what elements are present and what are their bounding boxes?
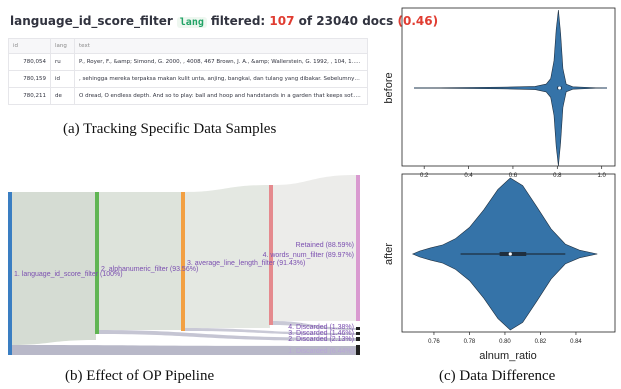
- row-lang: de: [50, 87, 75, 105]
- flow-discard-1: [12, 345, 356, 355]
- after-ylabel: after: [383, 243, 395, 265]
- flow-discard-3: [185, 328, 356, 335]
- node-retained: [356, 175, 360, 321]
- after-xlabel: alnum_ratio: [479, 350, 536, 362]
- node-discard-4: [356, 327, 360, 330]
- caption-c: (c) Data Difference: [439, 368, 556, 384]
- column-header-lang[interactable]: lang: [50, 38, 75, 54]
- column-header-id[interactable]: id: [8, 38, 51, 54]
- flow-3-4: [185, 185, 270, 328]
- node-label-4: 4. words_num_filter (89.97%): [263, 252, 354, 259]
- discard-label-4: 4. Discarded (1.38%): [288, 324, 354, 331]
- after-iqr-box: [499, 252, 527, 256]
- after-x-ticks: 0.76 0.78 0.80 0.82 0.84: [428, 332, 582, 345]
- before-violin-body: [415, 9, 602, 167]
- row-id: 780,159: [8, 70, 51, 88]
- after-median-marker: [508, 252, 512, 256]
- row-id: 780,211: [8, 87, 51, 105]
- node-3: [181, 192, 185, 331]
- table-header-row: id lang text: [8, 38, 368, 54]
- node-discard-3: [356, 332, 360, 335]
- violin-plots: before 0.2 0.4 0.6 0.8 1.0 after 0.76 0.78 0.8…: [383, 7, 616, 362]
- x-tick-label: 0.84: [570, 339, 582, 345]
- node-discard-1: [356, 345, 360, 355]
- before-median-marker: [558, 86, 562, 90]
- table-row[interactable]: 780,159 id , sehingga mereka terpaksa ma…: [8, 70, 368, 88]
- row-lang: id: [50, 70, 75, 88]
- flow-4-retained: [273, 175, 356, 321]
- after-axes-frame: [401, 173, 616, 333]
- caption-b: (b) Effect of OP Pipeline: [65, 368, 215, 384]
- samples-title: language_id_score_filter lang filtered: 10…: [10, 14, 438, 28]
- before-ylabel: before: [383, 72, 395, 103]
- x-tick-label: 0.2: [420, 173, 429, 179]
- row-text: , sehingga mereka terpaksa makan kulit u…: [74, 70, 368, 88]
- node-label-2: 2. alphanumeric_filter (93.56%): [101, 266, 198, 273]
- flow-discard-4: [273, 321, 356, 330]
- discard-label-3: 3. Discarded (1.46%): [288, 330, 354, 337]
- node-4: [269, 185, 273, 325]
- samples-table: id lang text 780,054 ru P., Royer, F., &…: [8, 38, 368, 105]
- flow-1-2: [12, 192, 96, 345]
- node-label-1: 1. language_id_score_filter (100%): [14, 271, 123, 278]
- x-tick-label: 0.80: [499, 339, 511, 345]
- x-tick-label: 0.76: [428, 339, 440, 345]
- x-tick-label: 0.8: [553, 173, 562, 179]
- node-1: [8, 192, 12, 355]
- before-x-ticks: 0.2 0.4 0.6 0.8 1.0: [420, 166, 607, 179]
- filtered-label: filtered:: [210, 14, 266, 28]
- caption-a: (a) Tracking Specific Data Samples: [63, 121, 277, 137]
- discard-label-1: 1. Discarded (6.44%): [288, 348, 354, 355]
- row-text: O dread, O endless depth. And so to play…: [74, 87, 368, 105]
- flow-discard-2: [99, 330, 356, 341]
- filtered-count: 107: [269, 14, 295, 28]
- node-2: [95, 192, 99, 334]
- x-tick-label: 0.6: [509, 173, 518, 179]
- sankey-diagram: 1. language_id_score_filter (100%) 2. al…: [8, 175, 360, 355]
- row-text: P., Royer, F., &amp; Simond, G. 2000, , …: [74, 53, 368, 71]
- x-tick-label: 1.0: [598, 173, 607, 179]
- panel-a-tracking-samples: language_id_score_filter lang filtered: 10…: [0, 0, 438, 115]
- column-header-text[interactable]: text: [74, 38, 368, 54]
- row-id: 780,054: [8, 53, 51, 71]
- table-row[interactable]: 780,054 ru P., Royer, F., &amp; Simond, …: [8, 53, 368, 71]
- x-tick-label: 0.4: [464, 173, 473, 179]
- node-discard-2: [356, 337, 360, 341]
- x-tick-label: 0.78: [464, 339, 476, 345]
- row-lang: ru: [50, 53, 75, 71]
- table-row[interactable]: 780,211 de O dread, O endless depth. And…: [8, 87, 368, 105]
- lang-tag: lang: [176, 17, 207, 28]
- op-name: language_id_score_filter: [10, 14, 173, 28]
- discard-label-2: 2. Discarded (2.13%): [288, 336, 354, 343]
- total-docs: of 23040 docs: [298, 14, 394, 28]
- x-tick-label: 0.82: [535, 339, 547, 345]
- node-label-retained: Retained (88.59%): [296, 242, 354, 249]
- node-label-3: 3. average_line_length_filter (91.43%): [187, 260, 305, 267]
- filtered-ratio: (0.46): [397, 14, 439, 28]
- before-axes-frame: [401, 7, 616, 167]
- flow-2-3: [99, 192, 182, 330]
